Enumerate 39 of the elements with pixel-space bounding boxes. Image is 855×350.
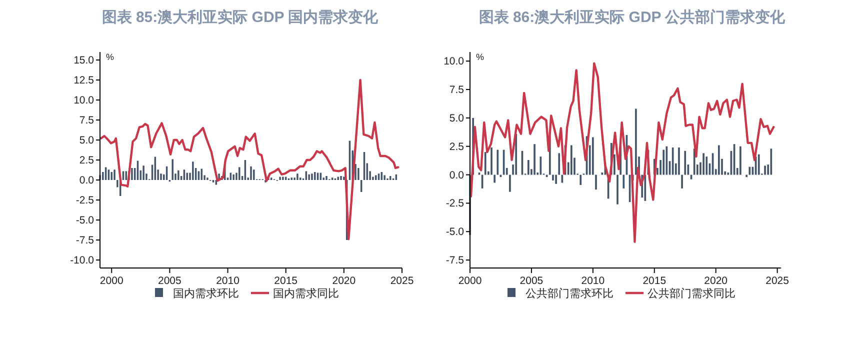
x-tick-label: 2000 xyxy=(458,275,482,287)
y-axis-title: % xyxy=(476,52,484,62)
x-tick-label: 2020 xyxy=(704,275,728,287)
legend-label: 国内需求同比 xyxy=(273,287,339,300)
y-tick-label: -5.0 xyxy=(76,214,94,226)
x-tick-label: 2000 xyxy=(100,275,124,287)
y-tick-label: 2.5 xyxy=(79,154,94,166)
y-tick-label: -10.0 xyxy=(70,254,94,266)
y-tick-label: 15.0 xyxy=(74,54,94,66)
x-tick-label: 2005 xyxy=(520,275,544,287)
x-tick-label: 2010 xyxy=(581,275,605,287)
chart-title: 图表 85:澳大利亚实际 GDP 国内需求变化 xyxy=(102,8,380,26)
y-tick-label: 12.5 xyxy=(74,74,94,86)
y-tick-label: 0.0 xyxy=(79,174,94,186)
y-tick-label: 7.5 xyxy=(449,84,464,96)
y-tick-label: -2.5 xyxy=(76,194,94,206)
y-tick-label: -2.5 xyxy=(446,198,464,210)
x-tick-label: 2025 xyxy=(766,275,790,287)
y-tick-label: -5.0 xyxy=(446,226,464,238)
x-tick-label: 2010 xyxy=(216,275,240,287)
y-tick-label: 0.0 xyxy=(449,169,464,182)
x-tick-label: 2015 xyxy=(642,275,666,287)
y-tick-label: 7.5 xyxy=(79,114,94,126)
y-tick-label: 2.5 xyxy=(449,140,464,153)
y-tick-label: 10.0 xyxy=(444,56,464,68)
legend-label: 公共部门需求同比 xyxy=(648,287,736,300)
y-tick-label: -7.5 xyxy=(446,254,464,267)
y-tick-label: 5.0 xyxy=(449,112,464,124)
x-tick-label: 2025 xyxy=(390,275,414,287)
y-axis-title: % xyxy=(106,52,114,62)
y-tick-label: 5.0 xyxy=(79,134,94,146)
y-tick-label: -7.5 xyxy=(76,234,94,246)
chart-title: 图表 86:澳大利亚实际 GDP 公共部门需求变化 xyxy=(478,8,786,26)
legend-label: 国内需求环比 xyxy=(173,287,239,300)
y-tick-label: 10.0 xyxy=(74,94,94,106)
x-tick-label: 2005 xyxy=(158,275,182,287)
x-tick-label: 2015 xyxy=(274,275,298,287)
legend-label: 公共部门需求环比 xyxy=(526,287,614,300)
x-tick-label: 2020 xyxy=(332,275,356,287)
